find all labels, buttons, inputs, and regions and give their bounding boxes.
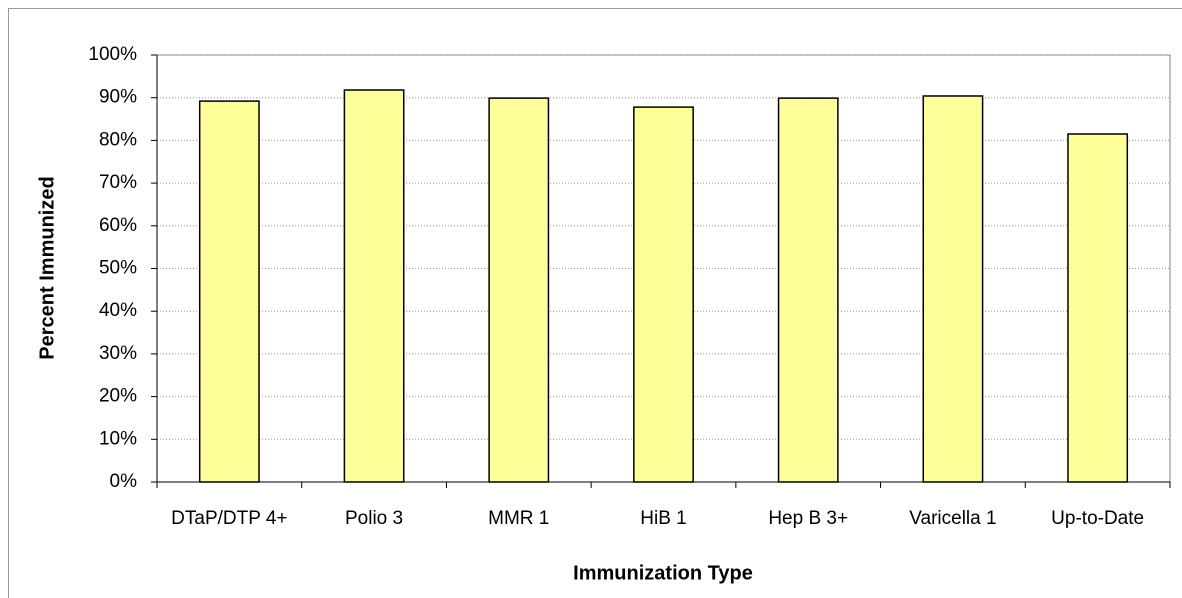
bar <box>1067 133 1129 483</box>
x-tick-label: Up-to-Date <box>1051 508 1145 529</box>
y-tick-label: 0% <box>110 471 138 492</box>
y-tick-label: 70% <box>99 172 137 193</box>
bar <box>488 97 550 483</box>
y-tick-label: 90% <box>99 87 137 108</box>
bar <box>922 95 984 483</box>
y-tick-label: 100% <box>88 44 137 65</box>
x-tick-label: DTaP/DTP 4+ <box>171 508 288 529</box>
y-tick-label: 50% <box>99 258 137 279</box>
y-tick-label: 20% <box>99 386 137 407</box>
x-tick-label: Varicella 1 <box>909 508 997 529</box>
x-tick-label: Polio 3 <box>345 508 404 529</box>
y-tick-label: 30% <box>99 343 137 364</box>
x-tick-label: Hep B 3+ <box>768 508 849 529</box>
bar <box>198 100 260 483</box>
x-tick-label: MMR 1 <box>488 508 550 529</box>
bar <box>633 106 694 483</box>
chart-border <box>8 8 1182 598</box>
x-axis-title: Immunization Type <box>573 562 753 584</box>
y-tick-label: 40% <box>99 300 137 321</box>
bar <box>777 97 839 483</box>
y-tick-label: 80% <box>99 129 137 150</box>
y-axis-title: Percent Immunized <box>36 176 58 359</box>
x-tick-label: HiB 1 <box>640 508 687 529</box>
y-tick-label: 60% <box>99 215 137 236</box>
bar <box>343 89 405 483</box>
y-tick-label: 10% <box>99 428 137 449</box>
